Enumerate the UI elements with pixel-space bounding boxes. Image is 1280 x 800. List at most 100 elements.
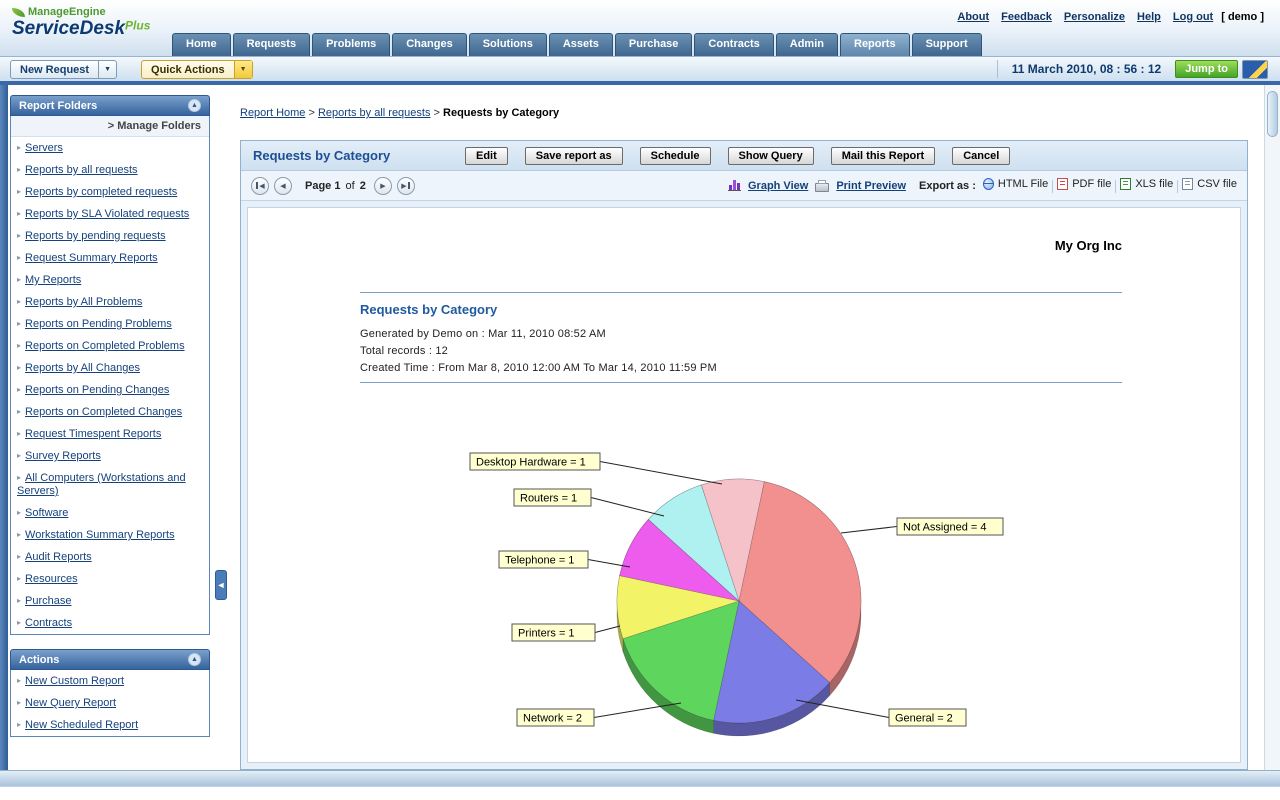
- main-content: Report Home > Reports by all requests > …: [230, 85, 1264, 770]
- link-feedback[interactable]: Feedback: [1001, 11, 1052, 23]
- link-help[interactable]: Help: [1137, 11, 1161, 23]
- action-link-new-scheduled-report[interactable]: New Scheduled Report: [25, 719, 139, 731]
- last-page-button[interactable]: ▶: [396, 176, 415, 195]
- first-page-button[interactable]: ◀: [251, 176, 269, 195]
- tab-purchase[interactable]: Purchase: [614, 33, 693, 56]
- folder-link-audit-reports[interactable]: Audit Reports: [25, 551, 92, 563]
- folder-link-request-summary-reports[interactable]: Request Summary Reports: [25, 252, 158, 264]
- arrow-bullet-icon: ▸: [17, 363, 22, 372]
- quick-actions-label: Quick Actions: [151, 63, 225, 76]
- manage-folders-link[interactable]: > Manage Folders: [11, 116, 209, 137]
- folder-link-request-timespent-reports[interactable]: Request Timespent Reports: [25, 428, 162, 440]
- report-folders-panel: Report Folders ▲ > Manage Folders ▸ Serve…: [10, 95, 210, 635]
- tab-reports[interactable]: Reports: [840, 33, 910, 56]
- folder-link-reports-by-sla-violated-requests[interactable]: Reports by SLA Violated requests: [25, 208, 190, 220]
- show-query-button[interactable]: Show Query: [727, 146, 814, 165]
- folder-link-survey-reports[interactable]: Survey Reports: [25, 450, 101, 462]
- action-link-new-query-report[interactable]: New Query Report: [25, 697, 117, 709]
- header-divider: [0, 81, 1280, 85]
- export-item-label: CSV file: [1197, 177, 1237, 190]
- export-list: HTML File PDF file XLS file CSV file: [982, 177, 1237, 194]
- scrollbar-thumb[interactable]: [1267, 91, 1278, 137]
- callout-box: [513, 488, 592, 507]
- folder-link-software[interactable]: Software: [25, 507, 69, 519]
- panel-collapse-button[interactable]: ▲: [188, 99, 201, 112]
- next-page-button[interactable]: ▶: [373, 176, 392, 195]
- cancel-button[interactable]: Cancel: [952, 146, 1011, 165]
- folder-link-all-computers-workstations-and-servers[interactable]: All Computers (Workstations and Servers): [17, 472, 186, 497]
- breadcrumb-link-report-home[interactable]: Report Home: [240, 107, 306, 119]
- csv-file-icon: [1182, 177, 1194, 190]
- action-link-new-custom-report[interactable]: New Custom Report: [25, 675, 125, 687]
- link-log-out[interactable]: Log out: [1172, 11, 1214, 23]
- export-csv-button[interactable]: CSV file: [1182, 177, 1237, 190]
- folder-link-contracts[interactable]: Contracts: [25, 617, 73, 629]
- arrow-bullet-icon: ▸: [17, 596, 22, 605]
- folder-link-my-reports[interactable]: My Reports: [25, 274, 82, 286]
- new-request-dropdown[interactable]: ▼: [98, 60, 116, 78]
- folder-link-resources[interactable]: Resources: [25, 573, 78, 585]
- new-request-button[interactable]: New Request ▼: [10, 59, 118, 79]
- folder-link-reports-by-all-changes[interactable]: Reports by All Changes: [25, 362, 140, 374]
- bottom-scroll-strip[interactable]: [0, 770, 1280, 787]
- tab-home[interactable]: Home: [172, 33, 231, 56]
- edit-button[interactable]: Edit: [465, 146, 508, 165]
- folder-link-reports-by-pending-requests[interactable]: Reports by pending requests: [25, 230, 166, 242]
- page-current: 1: [334, 179, 341, 192]
- link-about[interactable]: About: [957, 11, 990, 23]
- tab-problems[interactable]: Problems: [312, 33, 391, 56]
- folder-item: ▸ Audit Reports: [11, 546, 209, 568]
- tab-admin[interactable]: Admin: [775, 33, 838, 56]
- arrow-bullet-icon: ▸: [17, 530, 22, 539]
- tab-changes[interactable]: Changes: [392, 33, 467, 56]
- link-personalize[interactable]: Personalize: [1063, 11, 1126, 23]
- folder-link-reports-on-pending-problems[interactable]: Reports on Pending Problems: [25, 318, 172, 330]
- tab-solutions[interactable]: Solutions: [468, 33, 547, 56]
- folder-link-reports-on-pending-changes[interactable]: Reports on Pending Changes: [25, 384, 170, 396]
- print-preview-icon: [815, 179, 830, 192]
- print-preview-link[interactable]: Print Preview: [836, 179, 907, 192]
- folder-item: ▸ Resources: [11, 568, 209, 590]
- graph-view-link[interactable]: Graph View: [747, 179, 809, 192]
- html-file-icon: [982, 177, 994, 190]
- manageengine-leaf-icon: [12, 8, 25, 18]
- export-xls-button[interactable]: XLS file: [1120, 177, 1173, 190]
- breadcrumb-link-reports-by-all-requests[interactable]: Reports by all requests: [317, 107, 431, 119]
- prev-page-button[interactable]: ◀: [274, 176, 292, 195]
- quick-actions-button[interactable]: Quick Actions ▼: [141, 59, 253, 79]
- prev-page-icon: ◀: [280, 182, 286, 190]
- sidebar: Report Folders ▲ > Manage Folders ▸ Serve…: [10, 95, 210, 751]
- report-actions: Edit Save report as Schedule Show Query Mail…: [465, 146, 1027, 165]
- tab-assets[interactable]: Assets: [548, 33, 613, 56]
- tab-requests[interactable]: Requests: [232, 33, 311, 56]
- folder-link-reports-by-all-problems[interactable]: Reports by All Problems: [25, 296, 143, 308]
- tab-support[interactable]: Support: [911, 33, 982, 56]
- folder-item: ▸ Request Summary Reports: [11, 247, 209, 269]
- folder-link-reports-on-completed-problems[interactable]: Reports on Completed Problems: [25, 340, 185, 352]
- quick-actions-dropdown[interactable]: ▼: [233, 60, 252, 78]
- folder-link-servers[interactable]: Servers: [25, 142, 63, 154]
- vertical-scrollbar[interactable]: [1264, 85, 1280, 770]
- folder-link-reports-by-all-requests[interactable]: Reports by all requests: [25, 164, 138, 176]
- sidebar-collapse-handle[interactable]: ◄: [215, 570, 227, 600]
- folder-link-reports-by-completed-requests[interactable]: Reports by completed requests: [25, 186, 178, 198]
- jump-to-button[interactable]: Jump to: [1175, 60, 1238, 78]
- pager-bar: ◀ ◀ Page 1 of 2 ▶ ▶ Graph View Print Pre…: [241, 171, 1247, 201]
- folder-item: ▸ Software: [11, 502, 209, 524]
- tab-contracts[interactable]: Contracts: [694, 33, 774, 56]
- graph-view-icon: [727, 180, 741, 191]
- export-pdf-button[interactable]: PDF file: [1057, 177, 1111, 190]
- schedule-button[interactable]: Schedule: [639, 146, 711, 165]
- export-html-button[interactable]: HTML File: [982, 177, 1048, 190]
- folder-link-workstation-summary-reports[interactable]: Workstation Summary Reports: [25, 529, 175, 541]
- arrow-bullet-icon: ▸: [17, 187, 22, 196]
- folder-link-purchase[interactable]: Purchase: [25, 595, 72, 607]
- panel-collapse-button[interactable]: ▲: [188, 653, 201, 666]
- pie-slice-printers: [616, 575, 741, 640]
- first-bar-icon: [256, 182, 259, 189]
- save-report-as-button[interactable]: Save report as: [524, 146, 623, 165]
- jump-to-icon[interactable]: [1242, 59, 1268, 79]
- mail-this-report-button[interactable]: Mail this Report: [830, 146, 936, 165]
- folder-item: ▸ Reports on Completed Changes: [11, 401, 209, 423]
- folder-link-reports-on-completed-changes[interactable]: Reports on Completed Changes: [25, 406, 183, 418]
